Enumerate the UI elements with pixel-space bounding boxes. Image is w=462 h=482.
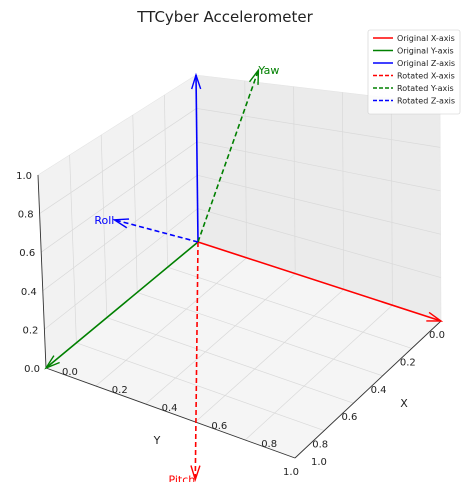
y-tick-label: 0.8 [312, 440, 328, 451]
grid-line [39, 108, 197, 214]
grid-line [76, 342, 325, 431]
legend-label: Rotated Z-axis [397, 97, 455, 106]
y-axis-label: Y [153, 434, 161, 447]
legend-label: Original X-axis [397, 34, 455, 43]
vector-label-roll: Roll [94, 214, 114, 227]
vector-series [44, 67, 444, 482]
grid-line [44, 208, 198, 330]
grid-line [164, 94, 168, 268]
grid-line [132, 114, 138, 293]
vector-arrowhead [426, 311, 444, 322]
x-tick-label: 0.2 [112, 385, 128, 396]
x-tick-label: 0.4 [162, 403, 178, 414]
x-tick-label: 1.0 [311, 457, 327, 468]
grid-line [167, 266, 412, 349]
legend-label: Original Y-axis [397, 47, 454, 56]
legend-label: Rotated Y-axis [397, 84, 454, 93]
grid-line [42, 174, 198, 292]
x-axis-line [294, 320, 442, 459]
grid-line [100, 134, 108, 318]
x-tick-label: 0.8 [261, 439, 277, 450]
z-tick-label: 0.0 [24, 364, 40, 375]
grid-line [196, 108, 441, 148]
grid-line [390, 98, 393, 306]
grid-line [145, 273, 296, 405]
grid-line [342, 92, 345, 290]
x-tick-label: 0.0 [62, 367, 78, 378]
vector-rotated-y-axis [197, 69, 260, 243]
grid-line [95, 257, 247, 387]
z-tick-label: 1.0 [16, 171, 32, 182]
y-axis-line [45, 367, 296, 459]
vector-original-y-axis [45, 241, 199, 369]
z-tick-label: 0.8 [18, 210, 34, 221]
grid-line [244, 304, 393, 441]
vector-arrowhead [190, 465, 201, 482]
legend: Original X-axis Original Y-axis Original Z… [367, 29, 461, 115]
x-axis-label: X [400, 397, 408, 410]
grid-line [197, 174, 441, 235]
axis-lines [37, 174, 442, 459]
grid-line [196, 141, 441, 192]
legend-label: Original Z-axis [397, 59, 455, 68]
grid-line [106, 317, 354, 404]
vector-arrowhead [44, 355, 60, 370]
y-tick-label: 0.6 [341, 412, 357, 423]
grid-lines [39, 80, 441, 441]
vector-arrowhead [248, 67, 260, 85]
y-tick-label: 0.0 [429, 330, 445, 341]
z-tick-label: 0.2 [22, 325, 38, 336]
z-tick-label: 0.4 [21, 287, 37, 298]
grid-line [293, 86, 296, 274]
vector-arrowhead [190, 72, 202, 90]
vector-annotations: Pitch Yaw Roll [94, 64, 279, 482]
chart-title: TTCyber Accelerometer [136, 8, 313, 26]
y-tick-label: 1.0 [283, 467, 299, 478]
grid-line [69, 154, 77, 343]
axes-panes [37, 74, 442, 459]
vector-original-z-axis [195, 74, 199, 243]
grid-line [195, 289, 345, 423]
vector-label-yaw: Yaw [257, 64, 279, 77]
vector-original-x-axis [197, 241, 442, 322]
grid-line [40, 141, 198, 253]
y-tick-label: 0.2 [400, 357, 416, 368]
vector-label-pitch: Pitch [168, 474, 195, 482]
legend-label: Rotated X-axis [397, 72, 455, 81]
x-tick-label: 0.6 [211, 421, 227, 432]
grid-line [137, 292, 383, 377]
y-tick-label: 0.4 [371, 385, 387, 396]
z-axis-line [37, 174, 47, 369]
vector-rotated-z-axis [114, 219, 199, 243]
z-tick-label: 0.6 [19, 248, 35, 259]
grid-line [197, 208, 441, 278]
vector-arrowhead [112, 218, 130, 229]
tick-labels: 0.0 0.2 0.4 0.6 0.8 1.0 0.0 0.2 0.4 0.6 0.8 1.0 0.0 0… [16, 171, 445, 478]
